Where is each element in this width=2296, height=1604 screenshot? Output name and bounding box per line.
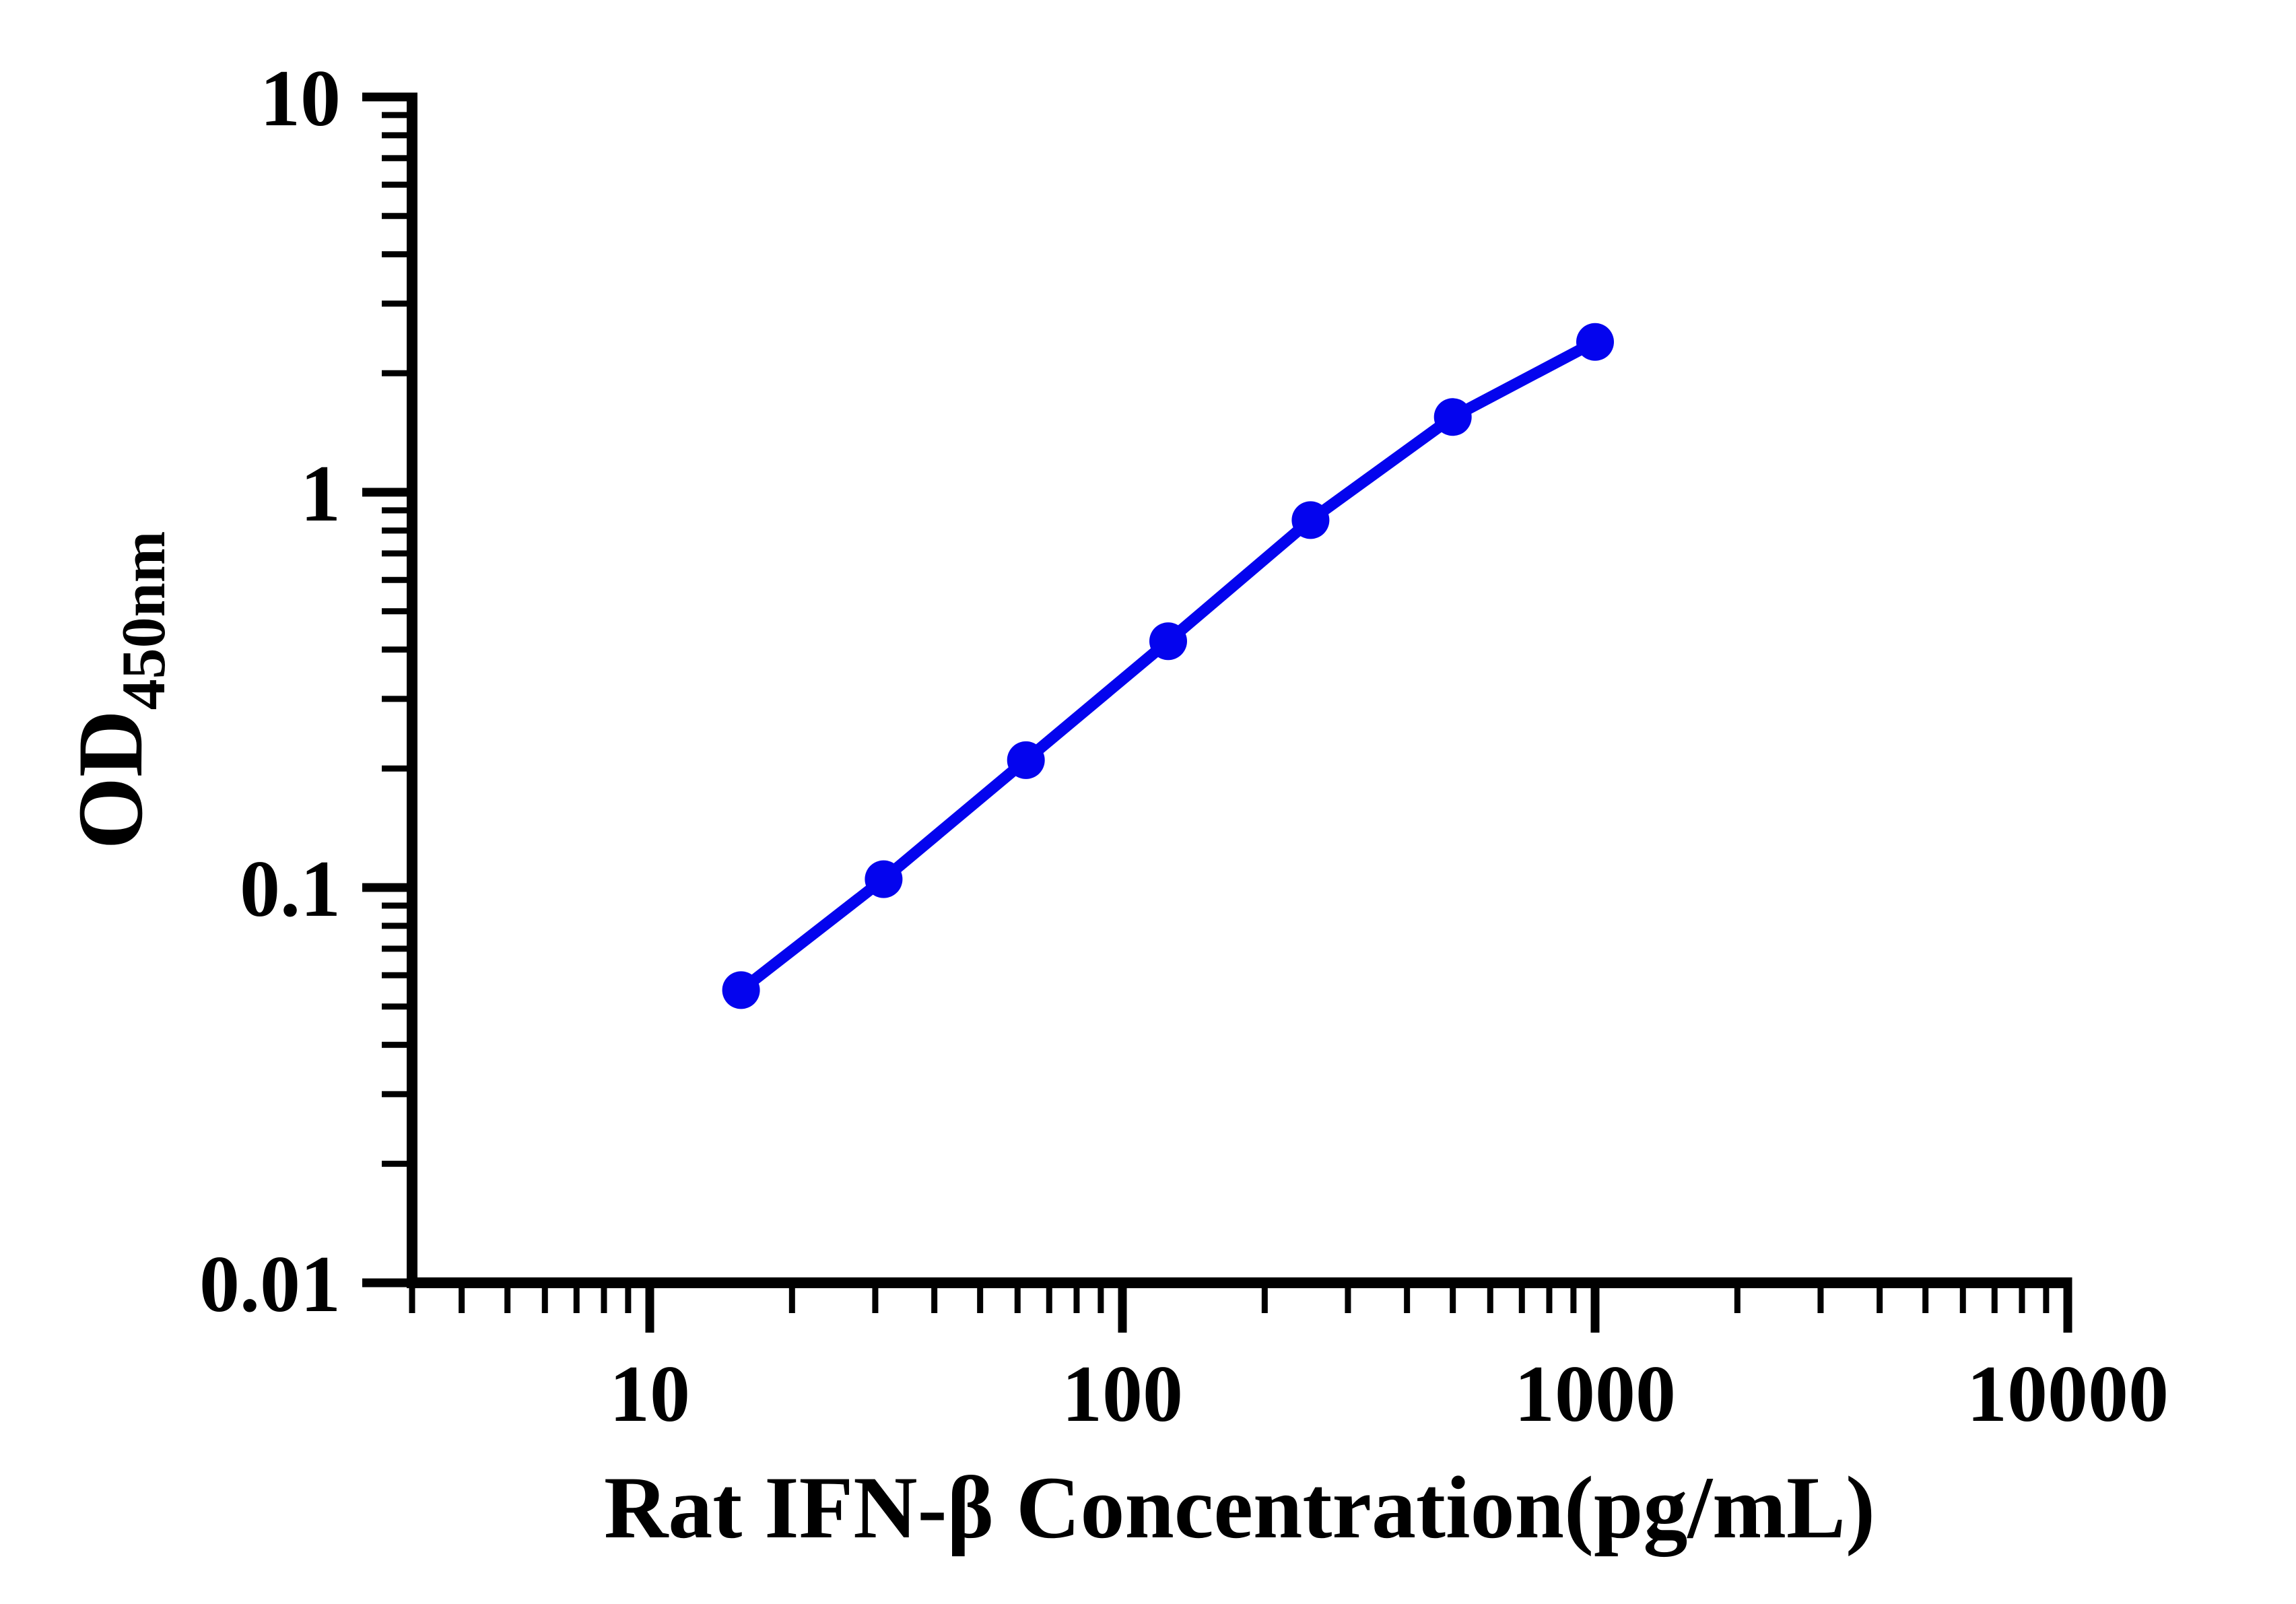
y-tick-label: 0.01 — [199, 1239, 341, 1329]
series-layer — [722, 323, 1614, 1009]
x-tick-label: 10 — [609, 1349, 690, 1438]
x-tick-label: 10000 — [1967, 1349, 2169, 1438]
x-tick-label: 1000 — [1514, 1349, 1676, 1438]
data-point-marker — [1291, 501, 1330, 539]
data-point-marker — [1576, 323, 1614, 361]
series-line — [735, 336, 1601, 996]
y-tick-label: 1 — [300, 448, 341, 538]
x-tick-label: 100 — [1062, 1349, 1183, 1438]
data-point-marker — [722, 971, 760, 1009]
y-axis-title: OD450nm — [59, 531, 178, 850]
x-axis-title: Rat IFN-β Concentration(pg/mL) — [604, 1458, 1875, 1557]
y-tick-label: 0.1 — [240, 844, 341, 933]
y-tick-label: 10 — [260, 53, 341, 143]
y-axis-title-sub: 450nm — [109, 531, 178, 710]
axes-layer: 10 100 1000 10000 10 1 0.1 0.01 — [199, 53, 2169, 1438]
data-point-marker — [1007, 741, 1045, 779]
data-point-marker — [865, 860, 903, 898]
y-axis-title-main: OD — [59, 710, 162, 849]
data-point-marker — [1149, 622, 1187, 661]
data-point-marker — [1433, 398, 1472, 436]
